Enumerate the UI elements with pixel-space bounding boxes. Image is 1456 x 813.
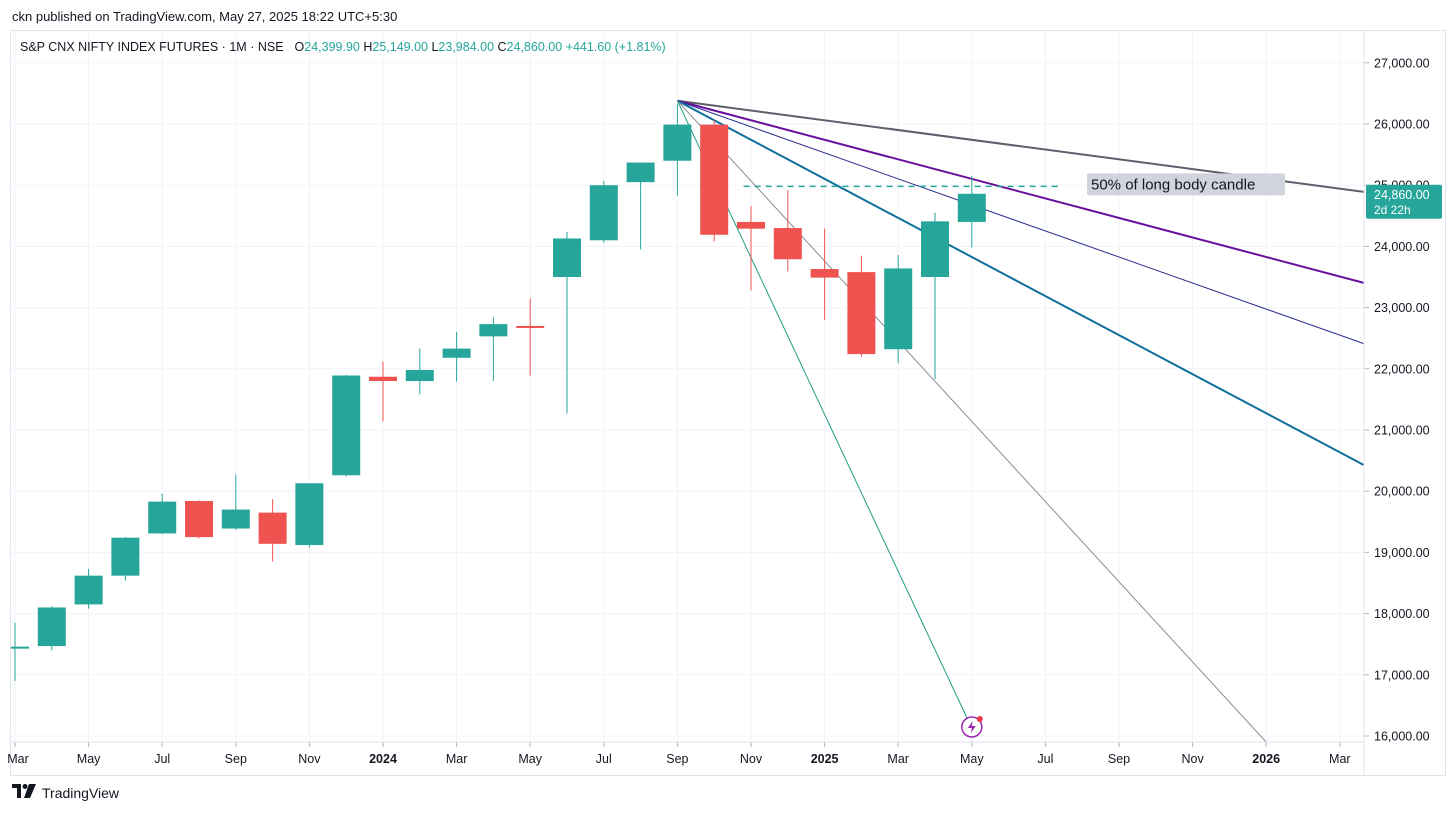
candle-body xyxy=(185,500,213,538)
candle-body xyxy=(332,375,361,476)
symbol-interval: 1M xyxy=(229,40,247,54)
price-badge-countdown: 2d 22h xyxy=(1374,203,1411,217)
open-label: O xyxy=(294,40,305,54)
x-tick-label: Nov xyxy=(298,752,321,766)
x-tick-label: Nov xyxy=(740,752,763,766)
lightning-bolt-shape xyxy=(967,721,976,733)
open-value: 24,399.90 xyxy=(304,40,360,54)
x-tick-label: Sep xyxy=(1108,752,1130,766)
candle-body xyxy=(737,221,765,229)
y-tick-label: 17,000.00 xyxy=(1374,668,1430,682)
candle-body xyxy=(221,509,250,529)
candle-body xyxy=(516,325,545,328)
footer[interactable]: TradingView xyxy=(12,784,119,801)
lightning-event-icon xyxy=(961,716,983,738)
symbol-exchange: NSE xyxy=(257,40,284,54)
x-tick-label: Mar xyxy=(446,752,468,766)
legend-dot: · xyxy=(250,40,255,54)
tradingview-logo-icon xyxy=(12,784,36,801)
x-tick-label: 2024 xyxy=(369,752,397,766)
low-label: L xyxy=(431,40,439,54)
candles-layer xyxy=(11,103,986,681)
low-value: 23,984.00 xyxy=(438,40,495,54)
candle-body xyxy=(148,501,177,534)
y-tick-label: 26,000.00 xyxy=(1374,118,1430,132)
x-tick-label: Jul xyxy=(596,752,612,766)
annotation-layer: 50% of long body candle xyxy=(743,173,1285,738)
y-tick-label: 22,000.00 xyxy=(1374,362,1430,376)
candle-body xyxy=(626,162,655,183)
x-tick-label: 2026 xyxy=(1252,752,1280,766)
y-tick-label: 16,000.00 xyxy=(1374,730,1430,744)
candle-body xyxy=(553,238,581,277)
chart-frame xyxy=(10,30,1446,776)
x-tick-label: Sep xyxy=(225,752,247,766)
grid-layer xyxy=(11,31,1364,742)
publisher-line: ckn published on TradingView.com, May 27… xyxy=(12,9,398,24)
event-marker-dot xyxy=(976,716,983,722)
close-label: C xyxy=(497,40,507,54)
candle-body xyxy=(884,268,913,350)
x-tick-label: Jul xyxy=(1037,752,1053,766)
y-tick-label: 18,000.00 xyxy=(1374,607,1430,621)
candle-body xyxy=(442,348,471,358)
candle-body xyxy=(405,370,434,382)
high-value: 25,149.00 xyxy=(372,40,428,54)
candle-body xyxy=(810,269,839,278)
x-tick-label: Mar xyxy=(887,752,909,766)
candle-body xyxy=(663,124,692,161)
x-tick-label: Mar xyxy=(7,752,29,766)
legend-dot: · xyxy=(221,40,226,54)
price-badge-value: 24,860.00 xyxy=(1374,188,1430,202)
candle-body xyxy=(111,537,140,576)
candle-body xyxy=(74,575,103,605)
candle-body xyxy=(957,193,986,222)
y-tick-label: 20,000.00 xyxy=(1374,485,1430,499)
candle-body xyxy=(921,221,949,277)
x-tick-label: Sep xyxy=(666,752,688,766)
fan-navy-thin xyxy=(677,100,1364,345)
candle-body xyxy=(773,228,802,260)
fan-purple xyxy=(677,99,1364,284)
y-tick-label: 19,000.00 xyxy=(1374,546,1430,560)
y-tick-label: 21,000.00 xyxy=(1374,424,1430,438)
candle-body xyxy=(847,272,876,355)
x-tick-label: May xyxy=(518,752,542,766)
price-badge-bg xyxy=(1366,184,1442,219)
annotation-label: 50% of long body candle xyxy=(1091,176,1255,193)
x-tick-label: 2025 xyxy=(811,752,839,766)
fan-thin-gray xyxy=(677,100,1267,742)
tradingview-wordmark: TradingView xyxy=(42,784,120,801)
symbol-name: S&P CNX NIFTY INDEX FUTURES xyxy=(20,40,219,54)
y-tick-label: 27,000.00 xyxy=(1374,56,1430,70)
candle-body xyxy=(11,646,29,649)
candle-body xyxy=(258,512,287,544)
candle-body xyxy=(295,483,324,546)
candle-body xyxy=(589,185,618,241)
axis-layer: 16,000.00 17,000.00 18,000.00 19,000.00 20,0… xyxy=(7,31,1442,775)
x-tick-label: May xyxy=(77,752,101,766)
y-tick-label: 23,000.00 xyxy=(1374,301,1430,315)
x-tick-label: Mar xyxy=(1329,752,1351,766)
symbol-legend[interactable]: S&P CNX NIFTY INDEX FUTURES · 1M · NSE O… xyxy=(20,40,666,54)
fan-blue xyxy=(676,99,1364,467)
y-tick-label: 24,000.00 xyxy=(1374,240,1430,254)
x-tick-label: Jul xyxy=(154,752,170,766)
close-value: 24,860.00 xyxy=(506,40,563,54)
candle-body xyxy=(700,124,729,235)
candle-body xyxy=(37,607,66,647)
x-tick-label: Nov xyxy=(1181,752,1204,766)
x-tick-label: May xyxy=(960,752,984,766)
candle-body xyxy=(479,324,508,337)
high-label: H xyxy=(363,40,373,54)
annotation-label-bg xyxy=(1087,173,1285,196)
candle-body xyxy=(369,376,397,382)
change-value: +441.60 (+1.81%) xyxy=(565,40,666,54)
fan-lines-layer xyxy=(676,99,1364,742)
